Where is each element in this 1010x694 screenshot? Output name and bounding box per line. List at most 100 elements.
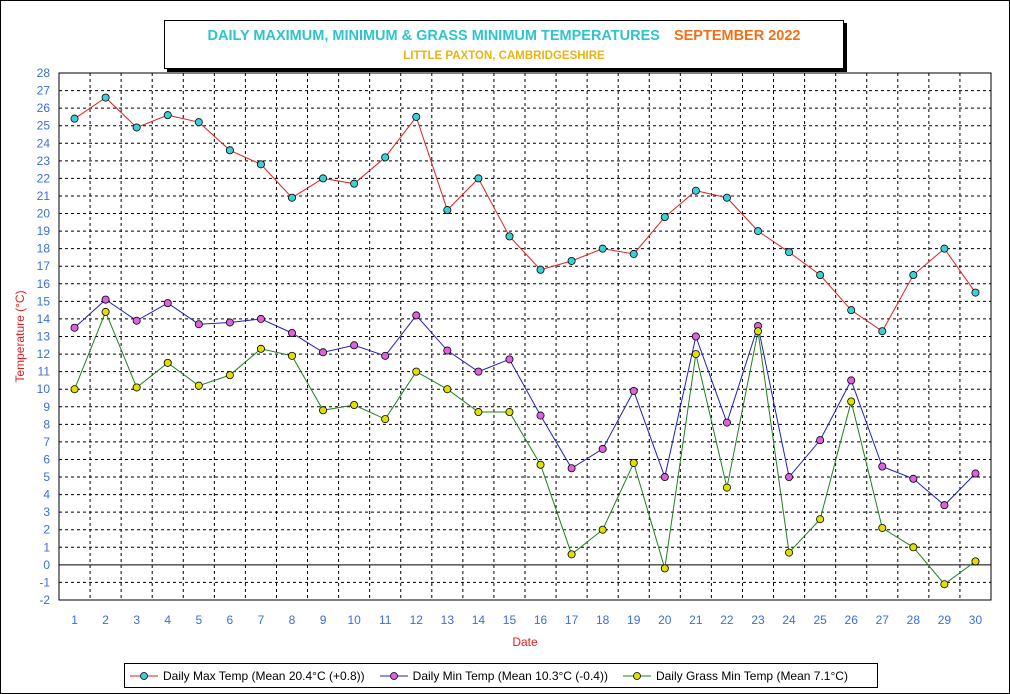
data-point <box>163 111 172 120</box>
data-point <box>598 525 607 534</box>
y-tick-label: 14 <box>37 312 51 326</box>
data-point <box>536 265 545 274</box>
data-point <box>878 523 887 532</box>
legend-item: Daily Grass Min Temp (Mean 7.1°C) <box>622 669 848 683</box>
data-point <box>256 344 265 353</box>
data-point <box>132 383 141 392</box>
data-point <box>132 316 141 325</box>
data-point <box>505 232 514 241</box>
x-tick-label: 30 <box>969 613 983 627</box>
x-tick-label: 6 <box>227 613 234 627</box>
gridlines <box>59 72 991 601</box>
data-point <box>691 186 700 195</box>
legend-swatch <box>379 671 408 680</box>
y-tick-label: 28 <box>37 66 51 80</box>
x-tick-label: 17 <box>565 613 579 627</box>
legend-label: Daily Grass Min Temp (Mean 7.1°C) <box>655 668 848 683</box>
y-tick-label: 7 <box>43 435 50 449</box>
x-tick-label: 14 <box>472 613 486 627</box>
x-tick-label: 13 <box>441 613 455 627</box>
data-point <box>909 474 918 483</box>
data-point <box>101 307 110 316</box>
data-point <box>754 227 763 236</box>
y-tick-label: 24 <box>37 136 51 150</box>
data-point <box>816 436 825 445</box>
data-point <box>722 483 731 492</box>
x-tick-label: 23 <box>751 613 765 627</box>
data-point <box>225 146 234 155</box>
data-point <box>287 193 296 202</box>
data-point <box>101 295 110 304</box>
title-text: DAILY MAXIMUM, MINIMUM & GRASS MINIMUM T… <box>207 28 660 44</box>
data-point <box>225 371 234 380</box>
legend-item: Daily Min Temp (Mean 10.3°C (-0.4)) <box>379 669 608 683</box>
data-point <box>660 213 669 222</box>
y-tick-label: 10 <box>37 382 51 396</box>
y-tick-label: 6 <box>43 452 50 466</box>
x-tick-label: 8 <box>289 613 296 627</box>
y-tick-label: 27 <box>37 84 51 98</box>
data-point <box>785 548 794 557</box>
data-point <box>722 193 731 202</box>
x-tick-label: 10 <box>347 613 361 627</box>
data-point <box>194 381 203 390</box>
series-daily-grass-min-temp <box>70 307 980 589</box>
y-tick-label: 2 <box>43 523 50 537</box>
data-point <box>940 501 949 510</box>
x-tick-label: 3 <box>133 613 140 627</box>
x-tick-label: 27 <box>876 613 890 627</box>
data-point <box>878 462 887 471</box>
data-point <box>381 415 390 424</box>
y-tick-label: 15 <box>37 294 51 308</box>
data-point <box>474 174 483 183</box>
x-tick-label: 18 <box>596 613 610 627</box>
data-point <box>163 358 172 367</box>
data-point <box>412 311 421 320</box>
data-point <box>443 206 452 215</box>
data-point <box>847 306 856 315</box>
data-point <box>691 332 700 341</box>
y-tick-label: 0 <box>43 558 50 572</box>
y-tick-label: 3 <box>43 505 50 519</box>
x-tick-label: 25 <box>813 613 827 627</box>
series-line <box>74 298 976 506</box>
data-point <box>567 464 576 473</box>
x-tick-label: 22 <box>720 613 734 627</box>
x-tick-label: 28 <box>907 613 921 627</box>
title-month: SEPTEMBER 2022 <box>673 28 801 44</box>
legend-swatch <box>130 671 158 680</box>
y-tick-label: 8 <box>43 417 50 431</box>
data-point <box>909 271 918 280</box>
data-point <box>940 580 949 589</box>
x-tick-label: 7 <box>258 613 265 627</box>
data-point <box>754 327 763 336</box>
series-daily-max-temp <box>70 93 980 336</box>
y-tick-label: 23 <box>37 154 51 168</box>
data-point <box>971 557 980 566</box>
data-point <box>225 318 234 327</box>
data-point <box>194 118 203 127</box>
data-point <box>505 355 514 364</box>
data-point <box>878 327 887 336</box>
x-tick-label: 19 <box>627 613 641 627</box>
y-tick-label: 1 <box>43 540 50 554</box>
series-line <box>74 310 976 585</box>
data-point <box>660 473 669 482</box>
data-point <box>940 244 949 253</box>
series-line <box>74 96 976 332</box>
legend-label: Daily Min Temp (Mean 10.3°C (-0.4)) <box>412 668 608 683</box>
data-point <box>132 123 141 132</box>
data-point <box>443 385 452 394</box>
data-point <box>381 153 390 162</box>
data-point <box>567 256 576 265</box>
data-point <box>474 408 483 417</box>
x-tick-label: 12 <box>410 613 424 627</box>
data-point <box>319 406 328 415</box>
legend: Daily Max Temp (Mean 20.4°C (+0.8)) Daily… <box>124 663 878 688</box>
x-tick-label: 4 <box>164 613 171 627</box>
data-point <box>785 248 794 257</box>
x-tick-label: 5 <box>195 613 202 627</box>
y-tick-label: 13 <box>37 330 51 344</box>
data-point <box>816 271 825 280</box>
legend-label: Daily Max Temp (Mean 20.4°C (+0.8)) <box>163 668 365 683</box>
